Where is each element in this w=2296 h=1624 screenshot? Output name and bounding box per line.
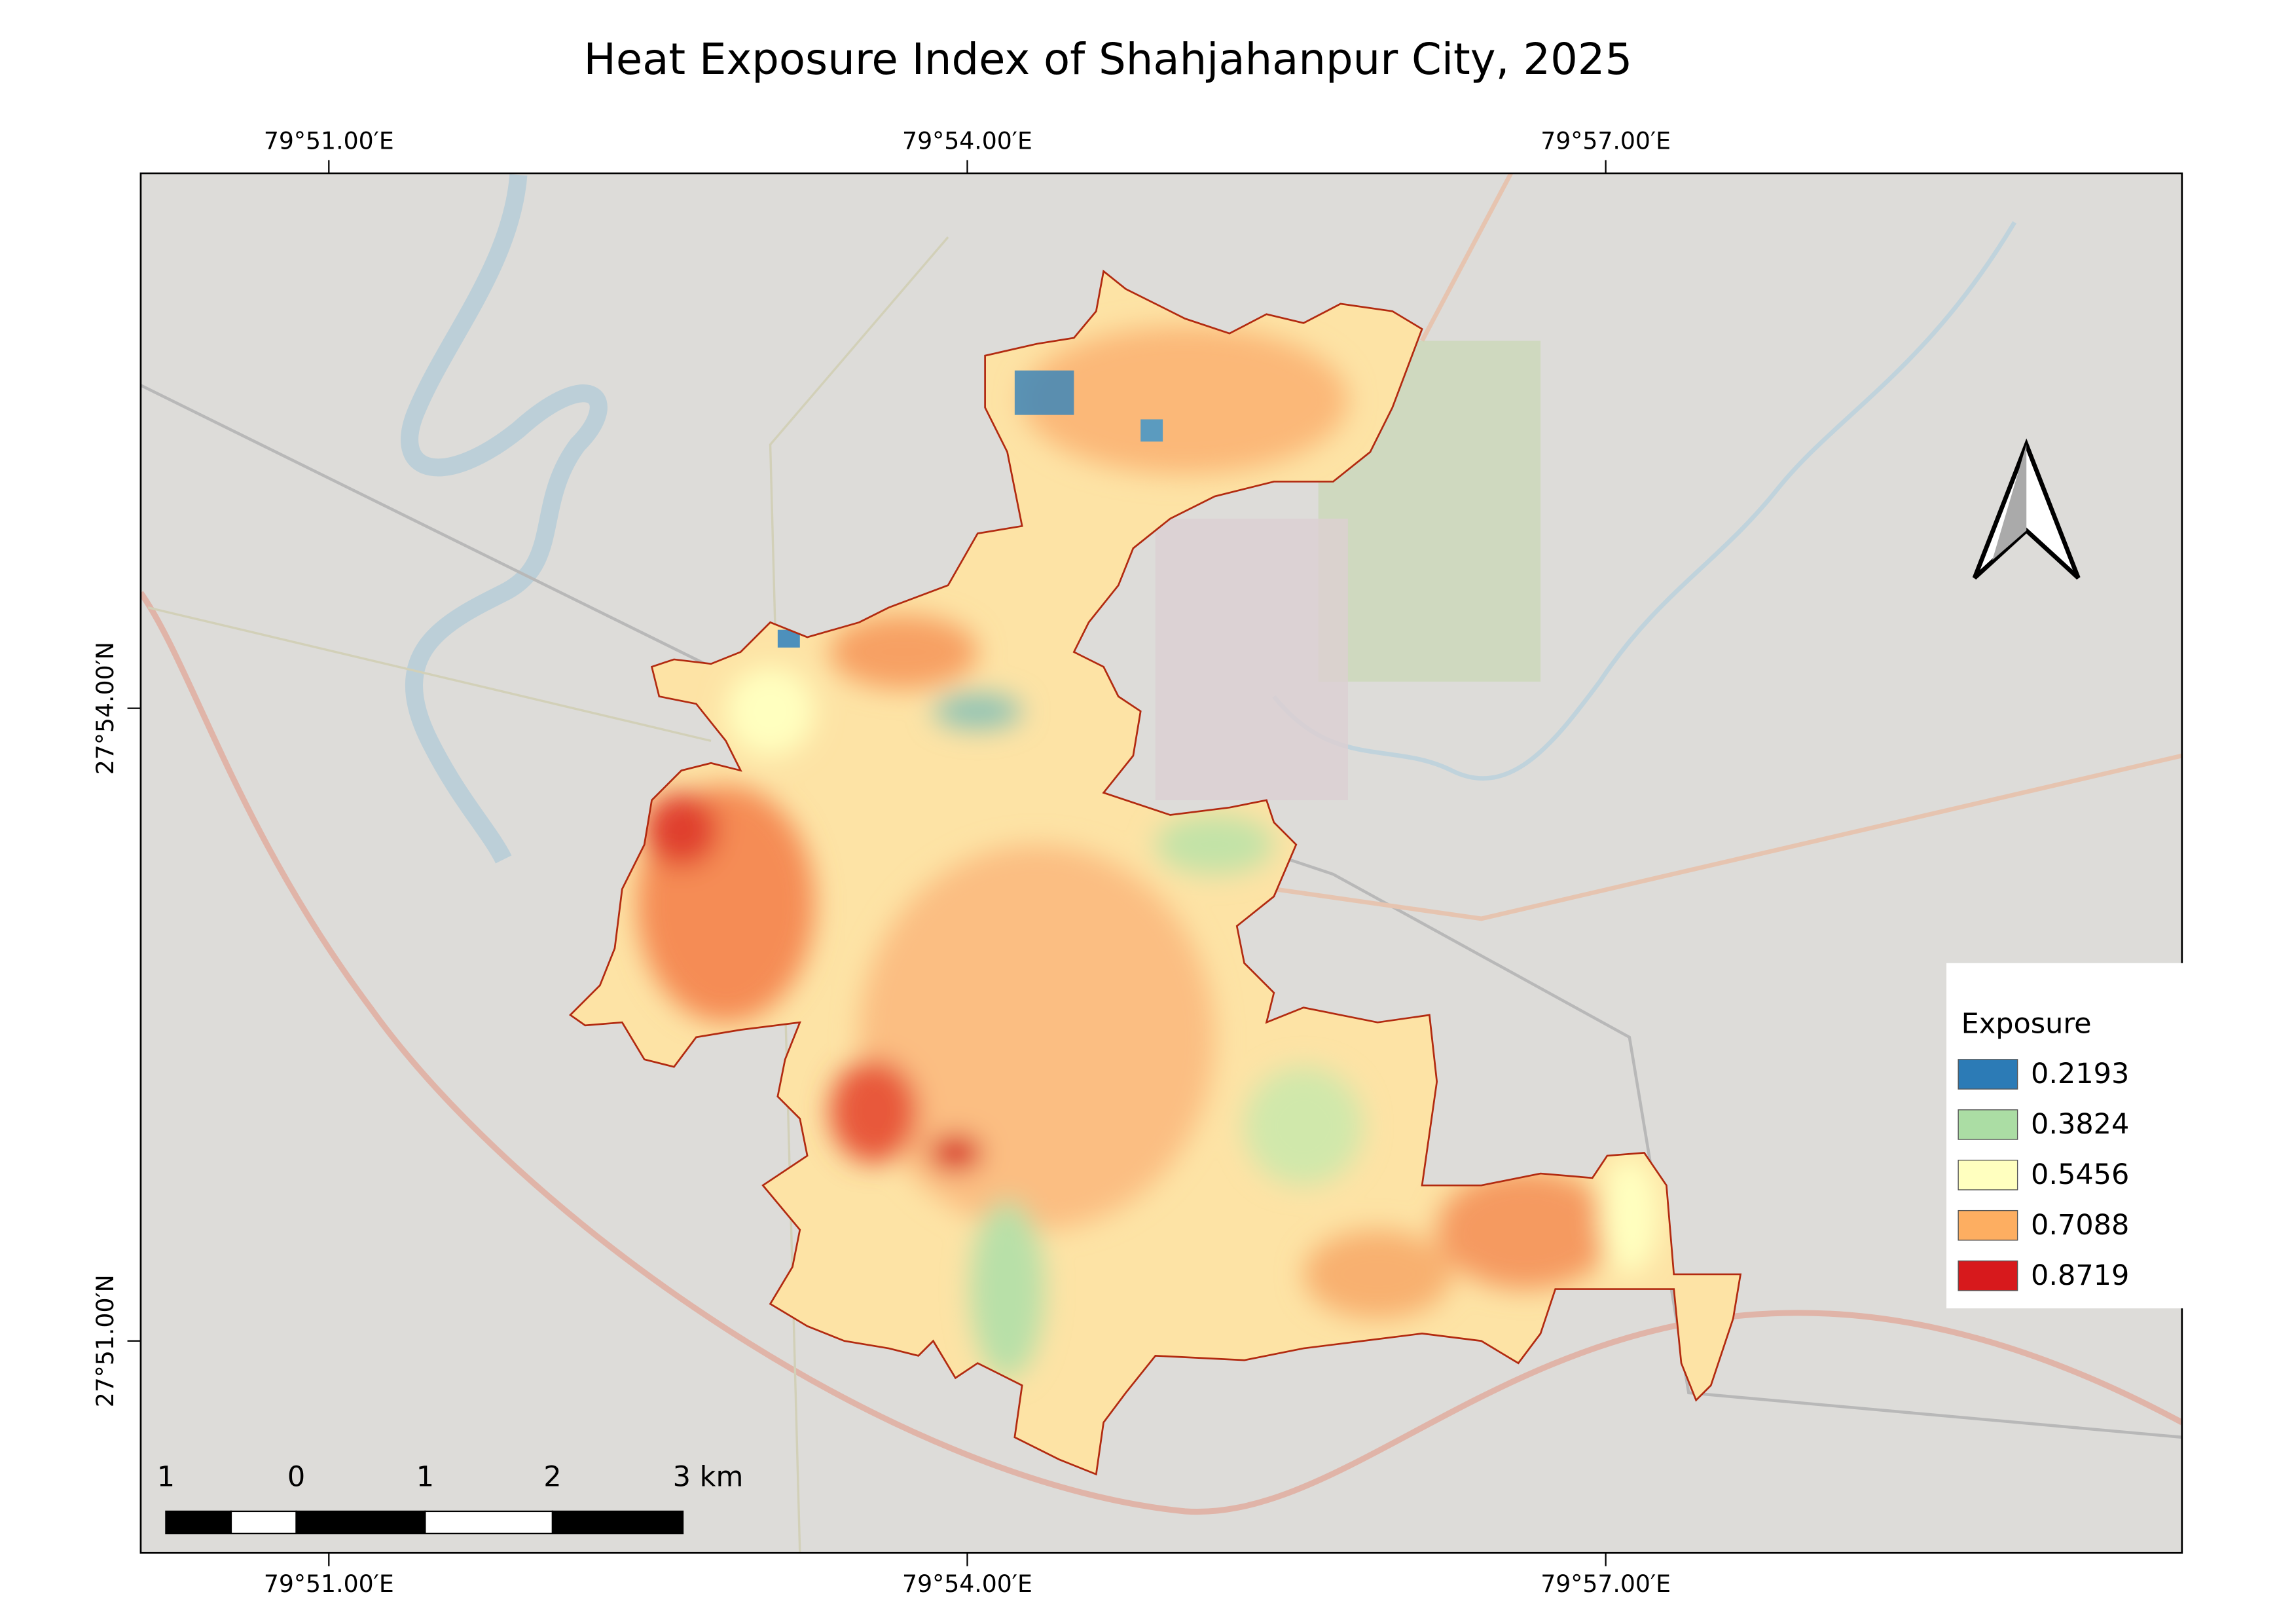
left-coordinate-label: 27°54.00′N <box>91 642 119 775</box>
map-frame <box>139 172 2183 1554</box>
scale-segment <box>295 1510 426 1535</box>
scale-segment <box>424 1510 554 1535</box>
map-title: Heat Exposure Index of Shahjahanpur City… <box>584 35 1633 84</box>
legend-swatch <box>1958 1109 2018 1140</box>
coordinate-labels: 79°51.00′E 79°54.00′E 79°57.00′E 79°51.00′E… <box>91 126 1671 1598</box>
legend-label: 0.2193 <box>2031 1058 2129 1090</box>
scale-label: 0 <box>287 1461 305 1494</box>
scale-label: 1 <box>416 1461 434 1494</box>
left-coordinate-label: 27°51.00′N <box>91 1274 119 1407</box>
legend-swatch <box>1958 1260 2018 1291</box>
top-coordinate-label: 79°57.00′E <box>1540 126 1671 155</box>
top-coordinate-label: 79°51.00′E <box>264 126 394 155</box>
bottom-coordinate-label: 79°54.00′E <box>902 1570 1032 1598</box>
legend-label: 0.8719 <box>2031 1259 2129 1292</box>
top-coordinate-label: 79°54.00′E <box>902 126 1032 155</box>
legend-swatch <box>1958 1059 2018 1090</box>
scale-label: 3 km <box>673 1461 744 1494</box>
scale-segment <box>551 1510 684 1535</box>
legend-swatch <box>1958 1160 2018 1190</box>
scale-label: 1 <box>157 1461 175 1494</box>
legend-title: Exposure <box>1961 1007 2092 1040</box>
scale-bar: 1 0 1 2 3 km <box>157 1461 744 1535</box>
legend-swatch <box>1958 1209 2018 1241</box>
legend-label: 0.7088 <box>2031 1209 2129 1242</box>
bottom-coordinate-label: 79°57.00′E <box>1540 1570 1671 1598</box>
legend: Exposure 0.2193 0.3824 0.5456 0.7088 0.8719 <box>1946 963 2188 1308</box>
scale-segment <box>165 1510 232 1535</box>
legend-label: 0.3824 <box>2031 1108 2129 1141</box>
scale-label: 2 <box>543 1461 561 1494</box>
scale-segment <box>230 1510 297 1535</box>
bottom-coordinate-label: 79°51.00′E <box>264 1570 394 1598</box>
legend-label: 0.5456 <box>2031 1158 2129 1191</box>
north-arrow <box>1972 438 2081 580</box>
